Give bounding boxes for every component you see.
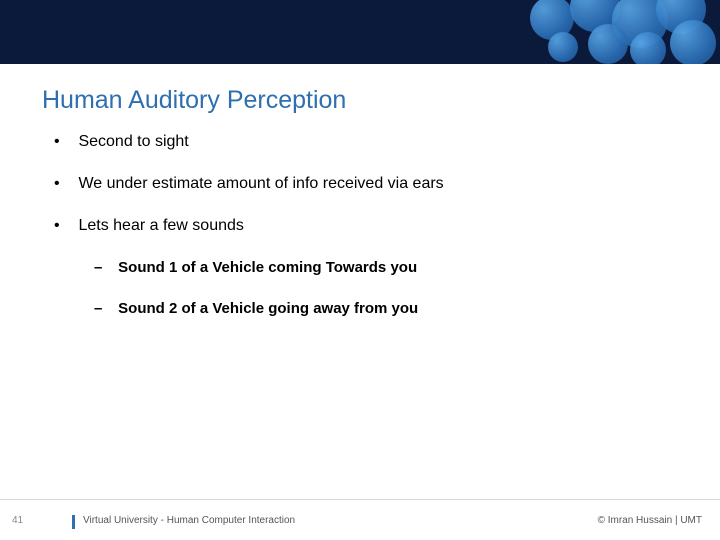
bullet-marker-icon: •: [54, 217, 74, 235]
header-decor-circles: [420, 0, 720, 64]
bullet-marker-icon: •: [54, 175, 74, 193]
dash-marker-icon: –: [94, 259, 114, 276]
bullet-text: We under estimate amount of info receive…: [78, 175, 443, 192]
header-band: [0, 0, 720, 64]
sub-bullet-text: Sound 2 of a Vehicle going away from you: [118, 300, 418, 317]
slide-title: Human Auditory Perception: [42, 86, 720, 115]
bullet-text: Lets hear a few sounds: [78, 217, 243, 234]
footer: 41 Virtual University - Human Computer I…: [0, 500, 720, 540]
footer-center-text: Virtual University - Human Computer Inte…: [83, 515, 295, 526]
bullet-item: • Lets hear a few sounds: [54, 217, 678, 235]
sub-bullet-item: – Sound 2 of a Vehicle going away from y…: [94, 300, 678, 317]
bullet-item: • Second to sight: [54, 133, 678, 151]
footer-right-text: © Imran Hussain | UMT: [598, 515, 702, 526]
sub-bullet-text: Sound 1 of a Vehicle coming Towards you: [118, 259, 417, 276]
bullet-text: Second to sight: [78, 133, 188, 150]
slide-number: 41: [12, 515, 72, 526]
slide: Human Auditory Perception • Second to si…: [0, 0, 720, 540]
footer-accent-bar-icon: [72, 515, 75, 529]
dash-marker-icon: –: [94, 300, 114, 317]
slide-body: • Second to sight • We under estimate am…: [0, 115, 720, 500]
sub-bullet-item: – Sound 1 of a Vehicle coming Towards yo…: [94, 259, 678, 276]
bullet-item: • We under estimate amount of info recei…: [54, 175, 678, 193]
bullet-marker-icon: •: [54, 133, 74, 151]
